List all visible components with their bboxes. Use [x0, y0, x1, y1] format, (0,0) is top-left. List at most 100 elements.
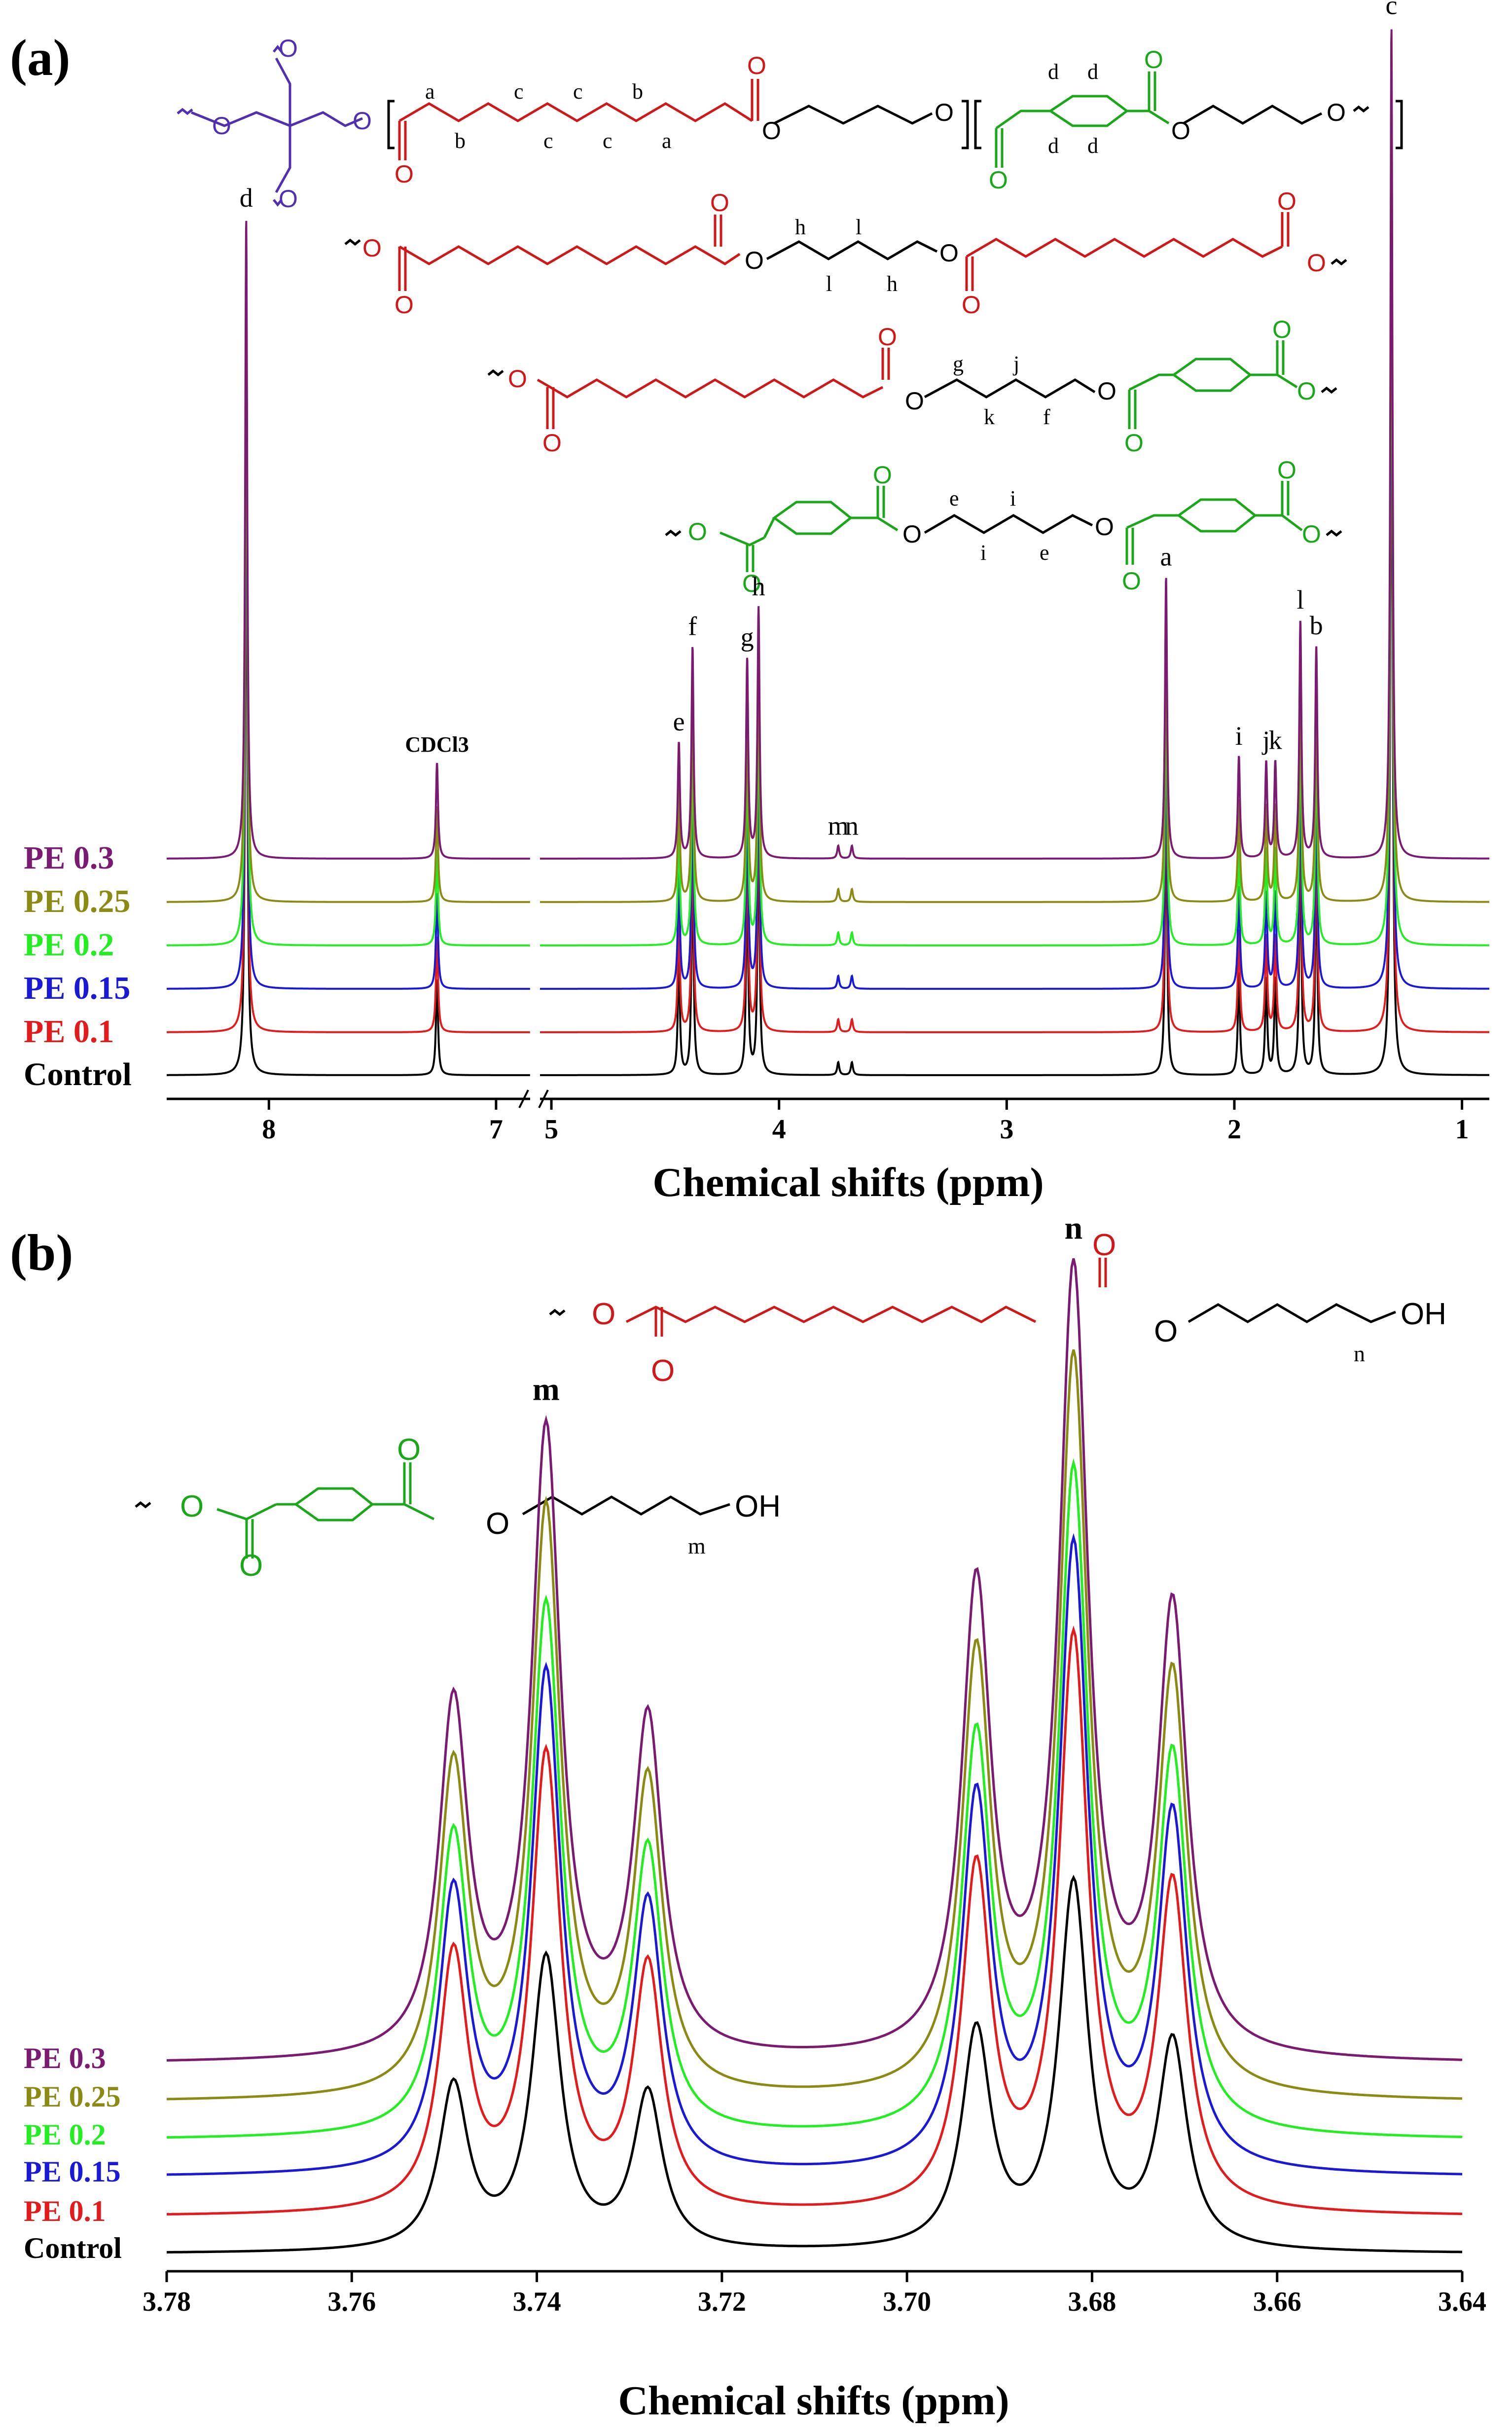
svg-text:h: h: [887, 272, 898, 296]
axis-a-tick-label: 4: [772, 1114, 786, 1145]
axis-a-tick-label: 3: [1000, 1114, 1013, 1145]
svg-text:O: O: [486, 1507, 509, 1541]
structure-seg-ee-atoms: O O O O O O O O: [688, 456, 1321, 597]
svg-text:O: O: [902, 520, 922, 548]
svg-text:O: O: [395, 291, 414, 319]
trace-b-pe-0-2: [167, 1458, 1463, 2139]
legend-a-pe-0-25: PE 0.25: [24, 883, 130, 919]
axis-b-tick-label: 3.70: [883, 2287, 931, 2317]
svg-text:O: O: [710, 189, 729, 217]
legend-b-pe-0-1: PE 0.1: [24, 2195, 106, 2227]
peak-label-a: CDCl3: [405, 732, 469, 757]
legend-a-pe-0-1: PE 0.1: [24, 1014, 114, 1050]
legend-b-control: Control: [24, 2232, 122, 2264]
trace-b-pe-0-15: [166, 1533, 1463, 2176]
svg-text:O: O: [180, 1490, 204, 1524]
legend-a-control: Control: [24, 1056, 132, 1092]
axis-b-xlabel: Chemical shifts (ppm): [618, 2378, 1009, 2424]
svg-text:O: O: [279, 35, 298, 62]
structure-seg-gf-labels: g j k f: [953, 352, 1050, 429]
svg-text:O: O: [1122, 567, 1141, 595]
svg-text:O: O: [1277, 187, 1296, 215]
svg-text:O: O: [762, 117, 781, 145]
svg-text:i: i: [980, 541, 986, 565]
legend-b-pe-0-3: PE 0.3: [24, 2042, 106, 2074]
svg-text:O: O: [742, 570, 761, 597]
svg-text:k: k: [984, 405, 995, 429]
svg-text:O: O: [962, 291, 981, 319]
axis-a-xlabel: Chemical shifts (ppm): [652, 1160, 1044, 1205]
structure-seg-gf: [487, 340, 1337, 429]
peak-label-a: m: [828, 811, 849, 841]
peak-label-a: k: [1269, 725, 1282, 755]
svg-text:O: O: [1327, 99, 1346, 126]
svg-text:O: O: [508, 365, 527, 393]
legend-a-pe-0-15: PE 0.15: [24, 970, 130, 1006]
svg-text:O: O: [747, 52, 766, 79]
svg-text:O: O: [212, 112, 231, 140]
peak-label-b: n: [1065, 1210, 1083, 1246]
trace-a-control: [540, 246, 1489, 1076]
svg-text:O: O: [745, 247, 764, 274]
panel-b-plot: 3.78 3.76 3.74 3.72 3.70 3.68 3.66 3.64 Chemical…: [24, 1210, 1486, 2424]
trace-a-pe-0-1: [540, 203, 1489, 1033]
svg-text:h: h: [795, 215, 806, 239]
svg-text:O: O: [279, 185, 298, 213]
trace-a-pe-0-25: [540, 73, 1489, 903]
axis-b-tick-label: 3.78: [143, 2287, 191, 2317]
svg-text:O: O: [1171, 117, 1190, 145]
structure-end-m: [135, 1462, 730, 1559]
svg-text:a: a: [425, 79, 435, 104]
structure-polymer-atoms: O O O O O O O O O O O O: [212, 35, 1346, 213]
axis-a-tick-label: 5: [544, 1114, 558, 1145]
svg-text:e: e: [1040, 541, 1049, 565]
svg-text:d: d: [1087, 60, 1098, 84]
svg-text:l: l: [856, 215, 862, 239]
svg-text:O: O: [395, 160, 414, 188]
trace-a-pe-0-1: [167, 394, 530, 1033]
svg-text:c: c: [514, 79, 524, 104]
axis-a-tick-label: 1: [1455, 1114, 1469, 1145]
trace-b-pe-0-3: [167, 1258, 1463, 2062]
trace-b-control: [166, 1875, 1462, 2253]
svg-text:O: O: [939, 239, 959, 267]
peak-label-a: a: [1160, 542, 1172, 572]
axis-a-tick-label: 2: [1227, 1114, 1241, 1145]
structure-seg-ee-labels: e i i e: [949, 486, 1049, 565]
svg-text:f: f: [1043, 405, 1050, 429]
svg-text:O: O: [651, 1354, 675, 1388]
svg-text:O: O: [1307, 249, 1326, 277]
structure-seg-hh: [344, 212, 1347, 291]
trace-a-pe-0-2: [540, 116, 1489, 946]
peak-label-a: b: [1310, 611, 1323, 640]
svg-text:O: O: [542, 429, 562, 457]
legend-a-pe-0-2: PE 0.2: [24, 927, 114, 963]
svg-text:O: O: [1144, 46, 1163, 73]
svg-text:O: O: [362, 234, 382, 262]
svg-text:i: i: [1010, 486, 1016, 510]
axis-b-tick-label: 3.76: [327, 2287, 376, 2317]
structure-seg-hh-atoms: O O O O O O O O: [362, 187, 1326, 319]
trace-b-pe-0-25: [167, 1349, 1462, 2101]
end-n-oh: OH: [1401, 1297, 1446, 1331]
structure-end-m-atoms: O O O O OH: [180, 1433, 781, 1583]
svg-text:O: O: [1092, 1228, 1116, 1262]
svg-text:O: O: [989, 166, 1008, 194]
peak-label-a: f: [688, 612, 697, 641]
peak-label-a: g: [741, 622, 754, 652]
axis-b-tick-label: 3.66: [1253, 2287, 1301, 2317]
structure-seg-hh-labels: h l l h: [795, 215, 898, 296]
peak-label-a: i: [1235, 721, 1243, 751]
svg-text:O: O: [239, 1549, 263, 1583]
structure-polymer-labels: a c c b b c c a d d d d: [425, 60, 1098, 158]
end-n-label: n: [1354, 1341, 1365, 1366]
structure-end-n-atoms: O O O O OH: [592, 1228, 1446, 1388]
structure-seg-gf-atoms: O O O O O O O O: [508, 316, 1316, 457]
peak-label-a: n: [845, 811, 859, 841]
end-m-oh: OH: [735, 1490, 781, 1524]
svg-text:O: O: [935, 99, 954, 126]
svg-text:O: O: [1154, 1314, 1178, 1348]
svg-text:O: O: [397, 1433, 421, 1467]
structure-polymer: [177, 44, 1403, 207]
svg-text:b: b: [455, 129, 466, 153]
